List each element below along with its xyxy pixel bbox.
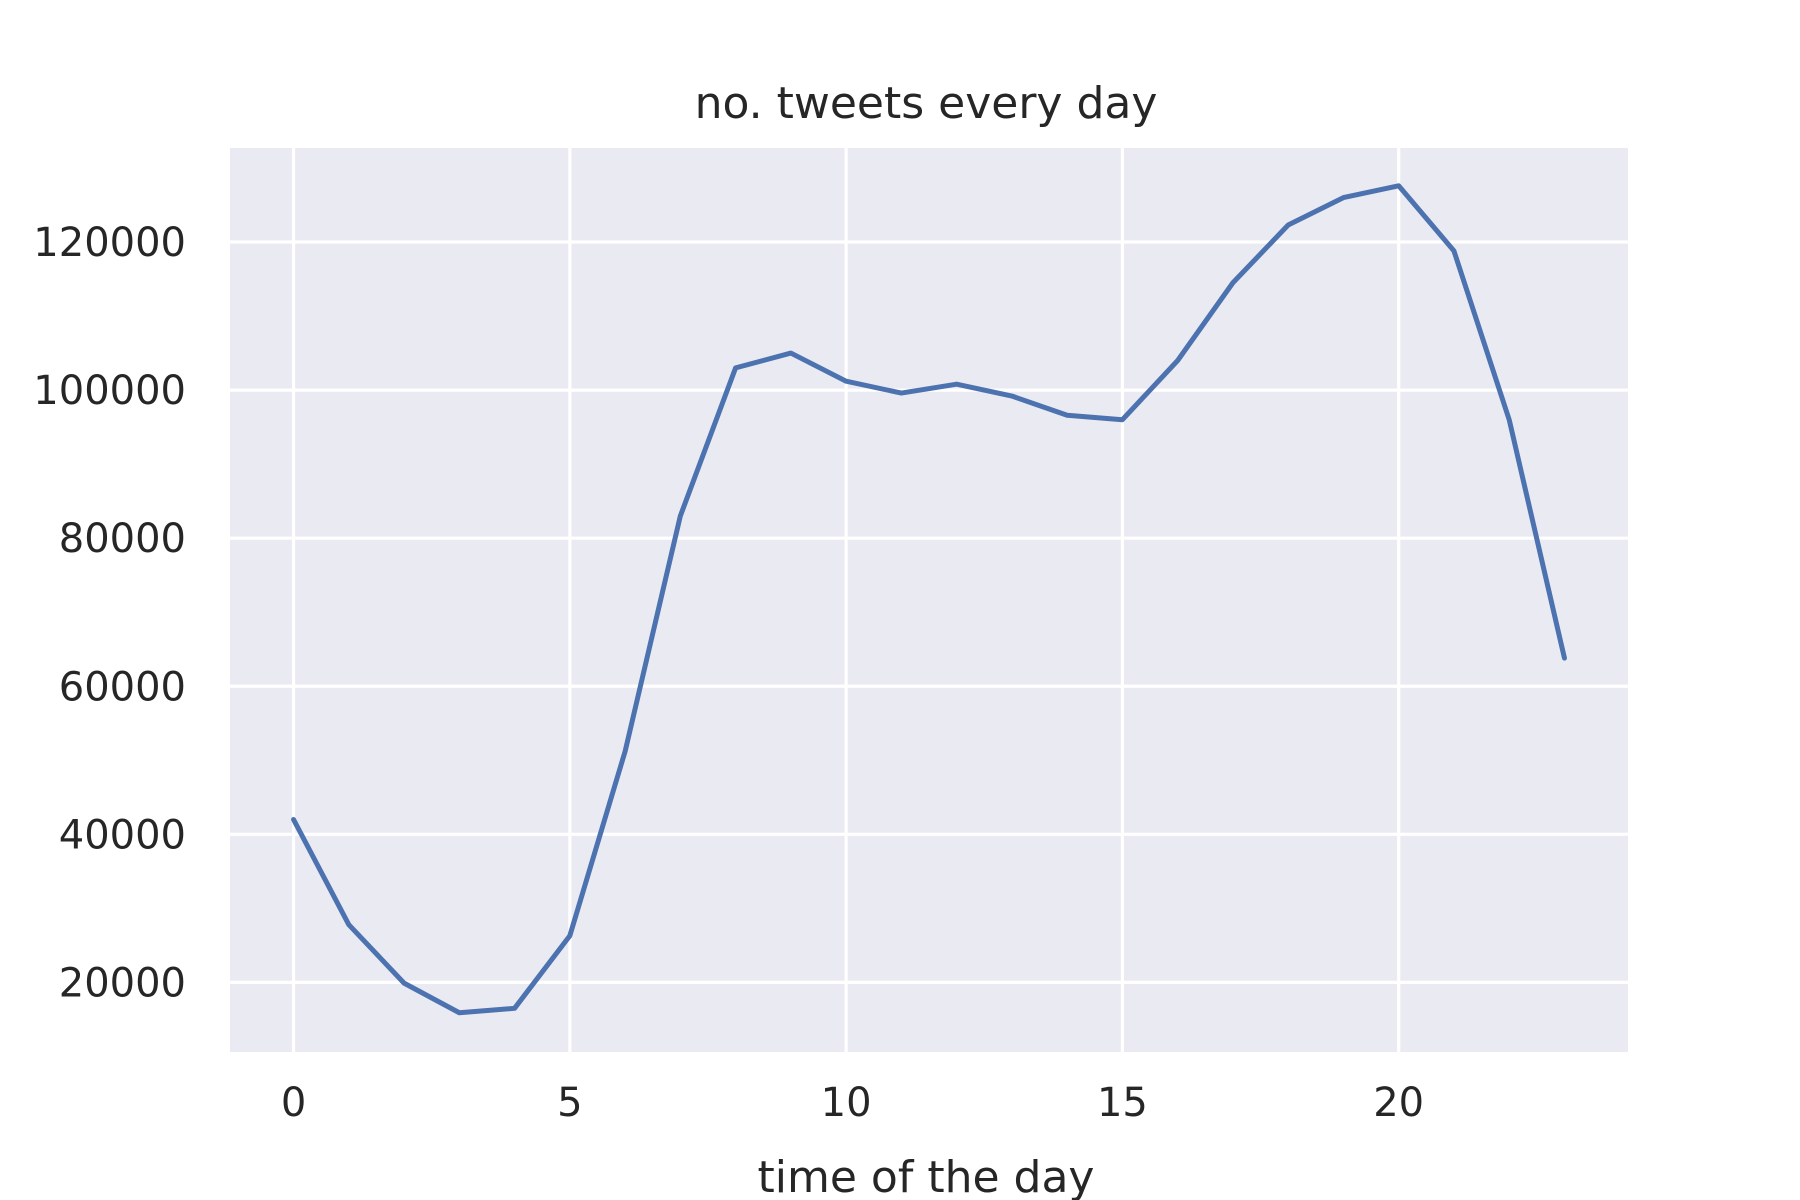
chart-title: no. tweets every day — [695, 78, 1158, 129]
x-tick-labels: 0 5 10 15 20 — [281, 1080, 1424, 1126]
y-tick-labels: 20000 40000 60000 80000 100000 120000 — [33, 220, 186, 1006]
plot-area — [230, 148, 1628, 1052]
x-tick-label: 10 — [821, 1080, 872, 1126]
x-tick-label: 0 — [281, 1080, 306, 1126]
y-tick-label: 80000 — [59, 516, 186, 562]
x-tick-label: 15 — [1097, 1080, 1148, 1126]
x-axis-label: time of the day — [758, 1152, 1095, 1200]
y-tick-label: 40000 — [59, 812, 186, 858]
y-tick-label: 60000 — [59, 664, 186, 710]
y-tick-label: 100000 — [33, 368, 186, 414]
grid-lines — [230, 148, 1628, 1052]
x-tick-label: 5 — [557, 1080, 582, 1126]
series-line — [291, 183, 1567, 1016]
x-tick-label: 20 — [1373, 1080, 1424, 1126]
y-tick-label: 120000 — [33, 220, 186, 266]
series-layer — [291, 183, 1567, 1016]
y-tick-label: 20000 — [59, 960, 186, 1006]
